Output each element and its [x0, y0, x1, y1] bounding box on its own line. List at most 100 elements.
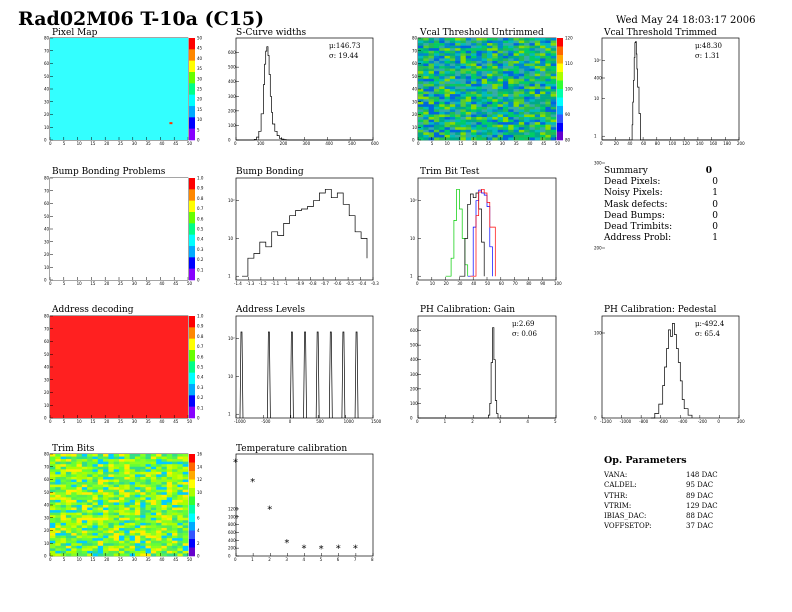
- trim-bits-cell: [145, 522, 152, 526]
- vcal-untrimmed-cell: [545, 45, 551, 49]
- trim-bits-y-tick-label: 30: [44, 515, 50, 520]
- bump-bonding-x-tick-label: -0.4: [359, 281, 367, 286]
- trim-bits-cell: [150, 535, 157, 539]
- vcal-untrimmed-cell: [423, 45, 429, 49]
- address-decoding-z-tick-label: 0.9: [197, 324, 204, 329]
- trim-bits-cell: [134, 525, 141, 529]
- vcal-untrimmed-cell: [529, 58, 536, 62]
- bump-problems-x-tick-label: 10: [77, 281, 83, 286]
- pixel-map-z-tick-label: 10: [197, 117, 203, 122]
- address-levels-peak: [341, 331, 346, 419]
- trim-bits-cell: [113, 492, 120, 496]
- trim-bits-cell: [182, 525, 189, 529]
- trim-bits-cell: [81, 548, 88, 552]
- vcal-trimmed-y-tick-label: 10²: [594, 58, 601, 63]
- trim-bits-cell: [166, 527, 173, 531]
- trim-bits-cell: [172, 494, 178, 498]
- trim-bits-cell: [124, 545, 130, 549]
- vcal-untrimmed-cell: [423, 132, 429, 136]
- vcal-untrimmed-cell: [455, 109, 461, 113]
- trim-bits-cell: [87, 494, 93, 498]
- vcal-untrimmed-cell: [508, 119, 514, 123]
- vcal-untrimmed-cell: [550, 134, 557, 138]
- trim-bits-cell: [97, 461, 104, 465]
- trim-bit-test-x-tick-label: 80: [526, 281, 532, 286]
- trim-bits-cell: [182, 507, 189, 511]
- pixel-map-colorbar-segment: [189, 83, 195, 95]
- vcal-untrimmed-cell: [476, 106, 482, 110]
- op-parameter-value: 89 DAC: [686, 491, 714, 500]
- vcal-untrimmed-cell: [497, 50, 504, 54]
- trim-bits-cell: [145, 492, 152, 496]
- trim-bits-cell: [81, 543, 88, 547]
- vcal-untrimmed-cell: [423, 58, 429, 62]
- vcal-untrimmed-cell: [540, 119, 546, 123]
- ph-gain-y-tick-label: 500: [410, 343, 418, 348]
- trim-bit-test-x-tick-label: 90: [540, 281, 546, 286]
- trim-bits-cell: [166, 456, 173, 460]
- trim-bits-cell: [140, 456, 146, 460]
- vcal-untrimmed-cell: [449, 73, 456, 77]
- trim-bits-cell: [87, 522, 93, 526]
- scurve-widths-plot: 0 100 200 300 400 500 6000100200300400500600μ:…: [228, 37, 379, 146]
- trim-bits-cell: [65, 464, 72, 468]
- vcal-untrimmed-cell: [545, 58, 551, 62]
- trim-bits-cell: [182, 505, 189, 508]
- vcal-untrimmed-cell: [449, 76, 456, 80]
- trim-bits-cell: [55, 471, 61, 475]
- vcal-untrimmed-cell: [534, 96, 541, 100]
- trim-bits-cell: [119, 464, 125, 468]
- vcal-untrimmed-cell: [476, 76, 482, 80]
- trim-bits-cell: [156, 459, 162, 462]
- pixel-map-x-tick-label: 30: [132, 141, 138, 146]
- trim-bits-cell: [76, 497, 83, 501]
- trim-bits-cell: [150, 553, 157, 557]
- vcal-untrimmed-cell: [497, 124, 504, 128]
- trim-bits-cell: [145, 482, 152, 485]
- vcal-untrimmed-cell: [518, 55, 525, 59]
- bump-problems-colorbar-segment: [189, 234, 195, 247]
- trim-bits-cell: [103, 517, 109, 521]
- trim-bits-cell: [166, 499, 173, 503]
- vcal-untrimmed-cell: [492, 78, 498, 82]
- vcal-untrimmed-cell: [460, 101, 467, 105]
- address-levels-peak: [239, 331, 244, 419]
- trim-bits-x-tick-label: 25: [118, 557, 124, 562]
- trim-bits-y-tick-label: 50: [44, 490, 50, 495]
- trim-bits-cell: [81, 459, 88, 462]
- summary-title: Summary: [604, 166, 648, 176]
- trim-bits-cell: [113, 543, 120, 547]
- vcal-untrimmed-cell: [518, 63, 525, 67]
- trim-bits-cell: [166, 459, 173, 462]
- trim-bits-cell: [55, 469, 61, 473]
- vcal-untrimmed-cell: [492, 119, 498, 123]
- bump-bonding-x-tick-label: -1: [284, 281, 288, 286]
- vcal-untrimmed-cell: [545, 78, 551, 82]
- trim-bits-cell: [140, 507, 146, 511]
- trim-bits-cell: [50, 505, 56, 508]
- trim-bits-cell: [172, 525, 178, 529]
- trim-bits-cell: [103, 497, 109, 501]
- vcal-untrimmed-cell: [529, 134, 536, 138]
- trim-bits-cell: [81, 466, 88, 470]
- trim-bits-cell: [108, 499, 114, 503]
- trim-bits-cell: [113, 456, 120, 460]
- vcal-untrimmed-cell: [518, 68, 525, 72]
- trim-bits-cell: [55, 517, 61, 521]
- trim-bits-cell: [71, 548, 77, 552]
- vcal-untrimmed-cell: [449, 48, 456, 52]
- trim-bits-cell: [97, 522, 104, 526]
- trim-bits-cell: [87, 527, 93, 531]
- vcal-untrimmed-cell: [492, 111, 498, 115]
- trim-bits-cell: [140, 484, 146, 488]
- ph-pedestal-y-tick-label: 0: [594, 416, 597, 421]
- pixel-map-x-tick-label: 25: [118, 141, 124, 146]
- trim-bits-cell: [129, 464, 136, 468]
- trim-bits-cell: [76, 527, 83, 531]
- bump-problems-y-tick-label: 0: [44, 278, 47, 283]
- vcal-untrimmed-cell: [428, 94, 435, 97]
- trim-bits-x-tick-label: 30: [132, 557, 138, 562]
- vcal-untrimmed-cell: [449, 111, 456, 115]
- vcal-untrimmed-cell: [471, 68, 477, 72]
